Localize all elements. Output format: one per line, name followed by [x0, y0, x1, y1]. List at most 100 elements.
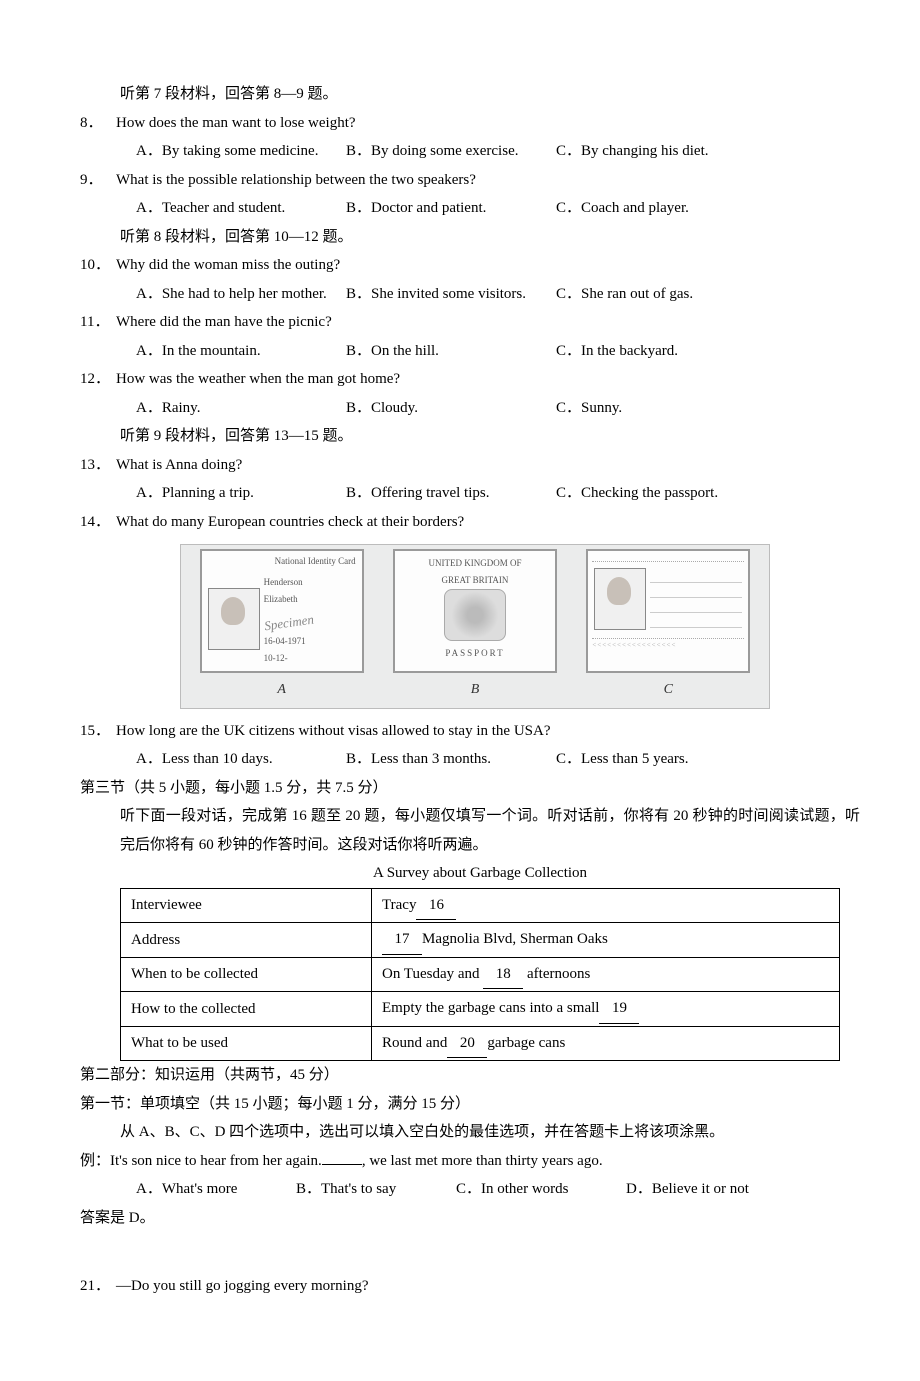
- option-a: A．Planning a trip.: [136, 479, 346, 508]
- option-a: A．Less than 10 days.: [136, 745, 346, 774]
- table-row: What to be usedRound and 20 garbage cans: [121, 1026, 840, 1061]
- card-b-wrapper: UNITED KINGDOM OF GREAT BRITAIN PASSPORT…: [393, 549, 557, 704]
- q-number: 10．: [80, 251, 116, 280]
- table-row: IntervieweeTracy 16: [121, 888, 840, 923]
- table-cell-left: How to the collected: [121, 992, 372, 1027]
- card-label-b: B: [393, 677, 557, 704]
- photo-icon: [594, 568, 646, 630]
- option-a: A．By taking some medicine.: [136, 137, 346, 166]
- q-text: What is Anna doing?: [116, 451, 242, 480]
- q13-options: A．Planning a trip. B．Offering travel tip…: [80, 479, 860, 508]
- q10-options: A．She had to help her mother. B．She invi…: [80, 280, 860, 309]
- option-b: B．On the hill.: [346, 337, 556, 366]
- option-a: A．Teacher and student.: [136, 194, 346, 223]
- table-cell-right: Tracy 16: [372, 888, 840, 923]
- card-a-wrapper: National Identity Card Henderson Elizabe…: [200, 549, 364, 704]
- example-line: 例：It's son nice to hear from her again.,…: [80, 1147, 860, 1176]
- option-b: B．By doing some exercise.: [346, 137, 556, 166]
- question-14: 14． What do many European countries chec…: [80, 508, 860, 537]
- crest-icon: [444, 589, 506, 641]
- q11-options: A．In the mountain. B．On the hill. C．In t…: [80, 337, 860, 366]
- q-text: Why did the woman miss the outing?: [116, 251, 340, 280]
- question-11: 11． Where did the man have the picnic?: [80, 308, 860, 337]
- segment-intro: 听第 8 段材料，回答第 10—12 题。: [80, 223, 860, 252]
- option-a: A．In the mountain.: [136, 337, 346, 366]
- question-10: 10． Why did the woman miss the outing?: [80, 251, 860, 280]
- part2-header: 第二部分：知识运用（共两节，45 分）: [80, 1061, 860, 1090]
- fill-blank: 19: [599, 994, 639, 1024]
- q-text: How was the weather when the man got hom…: [116, 365, 400, 394]
- example-text-post: , we last met more than thirty years ago…: [362, 1153, 603, 1169]
- option-b: B．Cloudy.: [346, 394, 556, 423]
- option-c: C．In the backyard.: [556, 337, 766, 366]
- section3-instructions: 听下面一段对话，完成第 16 题至 20 题，每小题仅填写一个词。听对话前，你将…: [80, 802, 860, 859]
- option-b: B．That's to say: [296, 1175, 456, 1204]
- option-b: B．Doctor and patient.: [346, 194, 556, 223]
- option-c: C．She ran out of gas.: [556, 280, 766, 309]
- fill-blank: 17: [382, 925, 422, 955]
- card-exp: 10-12-: [264, 650, 356, 667]
- table-cell-right: Empty the garbage cans into a small 19: [372, 992, 840, 1027]
- identity-card: National Identity Card Henderson Elizabe…: [200, 549, 364, 673]
- q-number: 15．: [80, 717, 116, 746]
- part2-instructions: 从 A、B、C、D 四个选项中，选出可以填入空白处的最佳选项，并在答题卡上将该项…: [80, 1118, 860, 1147]
- option-b: B．Less than 3 months.: [346, 745, 556, 774]
- part2-sec1-header: 第一节：单项填空（共 15 小题；每小题 1 分，满分 15 分）: [80, 1090, 860, 1119]
- fill-blank: 16: [416, 891, 456, 921]
- table-row: When to be collectedOn Tuesday and 18 af…: [121, 957, 840, 992]
- q-number: 8．: [80, 109, 116, 138]
- q-text: What do many European countries check at…: [116, 508, 464, 537]
- table-cell-left: Address: [121, 923, 372, 958]
- q8-options: A．By taking some medicine. B．By doing so…: [80, 137, 860, 166]
- option-c: C．By changing his diet.: [556, 137, 766, 166]
- option-a: A．What's more: [136, 1175, 296, 1204]
- q-number: 21．: [80, 1272, 116, 1301]
- q-text: How long are the UK citizens without vis…: [116, 717, 551, 746]
- question-21: 21． —Do you still go jogging every morni…: [80, 1272, 860, 1301]
- option-a: A．Rainy.: [136, 394, 346, 423]
- table-row: Address 17 Magnolia Blvd, Sherman Oaks: [121, 923, 840, 958]
- q15-options: A．Less than 10 days. B．Less than 3 month…: [80, 745, 860, 774]
- option-c: C．Coach and player.: [556, 194, 766, 223]
- table-cell-right: Round and 20 garbage cans: [372, 1026, 840, 1061]
- survey-table: IntervieweeTracy 16 Address 17 Magnolia …: [120, 888, 840, 1062]
- q-number: 12．: [80, 365, 116, 394]
- card-label-c: C: [586, 677, 750, 704]
- example-blank: [322, 1164, 362, 1165]
- question-8: 8． How does the man want to lose weight?: [80, 109, 860, 138]
- section3-header: 第三节（共 5 小题，每小题 1.5 分，共 7.5 分）: [80, 774, 860, 803]
- passport-card: UNITED KINGDOM OF GREAT BRITAIN PASSPORT: [393, 549, 557, 673]
- table-title: A Survey about Garbage Collection: [120, 859, 840, 888]
- example-options: A．What's more B．That's to say C．In other…: [80, 1175, 860, 1204]
- q9-options: A．Teacher and student. B．Doctor and pati…: [80, 194, 860, 223]
- photo-icon: [208, 588, 260, 650]
- q-text: —Do you still go jogging every morning?: [116, 1272, 368, 1301]
- table-cell-left: When to be collected: [121, 957, 372, 992]
- option-c: C．In other words: [456, 1175, 626, 1204]
- passport-footer: PASSPORT: [395, 641, 555, 662]
- q-number: 14．: [80, 508, 116, 537]
- example-prefix: 例：: [80, 1153, 110, 1169]
- option-d: D．Believe it or not: [626, 1175, 796, 1204]
- q-number: 13．: [80, 451, 116, 480]
- card-name: Henderson: [264, 574, 356, 591]
- segment-intro: 听第 9 段材料，回答第 13—15 题。: [80, 422, 860, 451]
- fill-blank: 20: [447, 1029, 487, 1059]
- example-text-pre: It's son nice to hear from her again.: [110, 1153, 322, 1169]
- option-b: B．She invited some visitors.: [346, 280, 556, 309]
- option-c: C．Less than 5 years.: [556, 745, 766, 774]
- example-answer: 答案是 D。: [80, 1204, 860, 1233]
- card-title: National Identity Card: [202, 551, 362, 572]
- card-label-a: A: [200, 677, 364, 704]
- q12-options: A．Rainy. B．Cloudy. C．Sunny.: [80, 394, 860, 423]
- passport-header1: UNITED KINGDOM OF: [395, 551, 555, 572]
- q-text: What is the possible relationship betwee…: [116, 166, 476, 195]
- fill-blank: 18: [483, 960, 523, 990]
- table-cell-right: On Tuesday and 18 afternoons: [372, 957, 840, 992]
- passport-header2: GREAT BRITAIN: [395, 572, 555, 589]
- option-c: C．Sunny.: [556, 394, 766, 423]
- table-cell-right: 17 Magnolia Blvd, Sherman Oaks: [372, 923, 840, 958]
- option-b: B．Offering travel tips.: [346, 479, 556, 508]
- question-12: 12． How was the weather when the man got…: [80, 365, 860, 394]
- question-9: 9． What is the possible relationship bet…: [80, 166, 860, 195]
